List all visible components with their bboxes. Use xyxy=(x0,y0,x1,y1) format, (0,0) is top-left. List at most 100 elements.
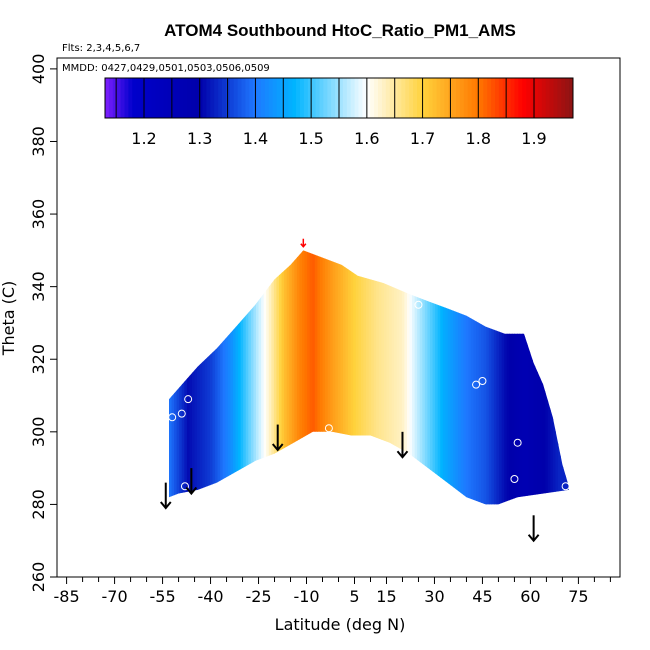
field-strip xyxy=(314,250,318,505)
field-strip xyxy=(304,250,308,505)
sample-point xyxy=(523,326,532,335)
field-strip xyxy=(348,250,352,505)
field-strip xyxy=(460,250,464,505)
field-strip xyxy=(266,250,270,505)
colorbar-segment xyxy=(319,78,324,118)
field-strip xyxy=(478,250,482,505)
colorbar-segment xyxy=(459,78,465,118)
arrow-marker xyxy=(159,482,172,510)
field-strip xyxy=(401,250,405,505)
field-strip xyxy=(440,250,444,505)
field-strip xyxy=(381,250,385,505)
field-strip xyxy=(281,250,285,505)
colorbar-segment xyxy=(292,78,297,118)
field-strip xyxy=(227,250,231,505)
field-strip xyxy=(271,250,275,505)
field-strip xyxy=(209,250,214,505)
field-strip xyxy=(337,250,342,505)
field-strip xyxy=(215,250,219,505)
sample-point xyxy=(184,395,193,404)
field-strip xyxy=(414,250,418,505)
colorbar-segment xyxy=(393,78,398,118)
arrow-marker xyxy=(271,424,284,452)
colorbar-segment xyxy=(249,78,254,118)
field-strip xyxy=(197,250,201,505)
field-strip xyxy=(473,250,477,505)
field-strip xyxy=(432,250,436,505)
colorbar-tick-label: 1.5 xyxy=(298,129,323,148)
field-strip xyxy=(220,250,224,505)
x-tick-label: -25 xyxy=(245,587,271,606)
colorbar-segment xyxy=(124,78,129,118)
field-strip xyxy=(289,250,293,505)
colorbar-segment xyxy=(409,78,414,118)
field-strip xyxy=(230,250,234,505)
field-strip xyxy=(232,250,237,505)
colorbar-segment xyxy=(545,78,551,118)
field-strip xyxy=(470,250,475,505)
colorbar-segment xyxy=(456,78,461,118)
colorbar-segment xyxy=(108,78,114,118)
colorbar-segment xyxy=(171,78,176,118)
arrow-marker xyxy=(396,431,409,459)
field-strip xyxy=(335,250,339,505)
x-tick-label: 45 xyxy=(472,587,492,606)
colorbar-segment xyxy=(413,78,418,118)
field-strip xyxy=(442,250,446,505)
colorbar-segment xyxy=(331,78,336,118)
colorbar-segment xyxy=(471,78,476,118)
colorbar-segment xyxy=(549,78,554,118)
field-strip xyxy=(307,250,311,505)
colorbar-segment xyxy=(417,78,422,118)
colorbar-segment xyxy=(144,78,149,118)
colorbar-segment xyxy=(506,78,512,118)
colorbar-segment xyxy=(354,78,359,118)
field-strip xyxy=(345,250,349,505)
colorbar-segment xyxy=(272,78,278,118)
field-strip xyxy=(194,250,198,505)
colorbar-segment xyxy=(186,78,192,118)
field-strip xyxy=(496,250,500,505)
colorbar-tick-label: 1.7 xyxy=(410,129,435,148)
sample-point xyxy=(510,475,519,484)
field-strip xyxy=(340,250,344,505)
colorbar-tick-label: 1.3 xyxy=(187,129,212,148)
colorbar-segment xyxy=(280,78,285,118)
sample-point xyxy=(561,482,570,491)
colorbar-segment xyxy=(444,78,449,118)
colorbar-segment xyxy=(183,78,188,118)
field-strip xyxy=(529,250,533,505)
field-strip xyxy=(386,250,390,505)
field-strip xyxy=(238,250,242,505)
colorbar-segment xyxy=(561,78,566,118)
colorbar-segment xyxy=(140,78,145,118)
x-tick-label: 15 xyxy=(376,587,396,606)
x-tick-label: 60 xyxy=(520,587,540,606)
field-strip xyxy=(483,250,487,505)
field-strip xyxy=(204,250,208,505)
field-strip xyxy=(534,250,539,505)
colorbar-segment xyxy=(315,78,320,118)
field-strip xyxy=(389,250,393,505)
y-tick-label: 400 xyxy=(29,54,48,85)
colorbar-segment xyxy=(128,78,133,118)
field-strip xyxy=(294,250,298,505)
field-strip xyxy=(522,250,526,505)
field-strip xyxy=(360,250,365,505)
field-strip xyxy=(261,250,265,505)
x-tick-label: 30 xyxy=(424,587,444,606)
colorbar-segment xyxy=(335,78,340,118)
colorbar-segment xyxy=(557,78,562,118)
colorbar-segment xyxy=(198,78,203,118)
field-strip xyxy=(355,250,359,505)
field-strip xyxy=(189,250,193,505)
colorbar-segment xyxy=(112,78,118,118)
field-strip xyxy=(437,250,441,505)
field-strip xyxy=(253,250,257,505)
field-strip xyxy=(191,250,196,505)
colorbar-segment xyxy=(491,78,496,118)
colorbar-segment xyxy=(385,78,391,118)
colorbar-segment xyxy=(541,78,547,118)
colorbar-segment xyxy=(530,78,535,118)
colorbar-segment xyxy=(475,78,480,118)
